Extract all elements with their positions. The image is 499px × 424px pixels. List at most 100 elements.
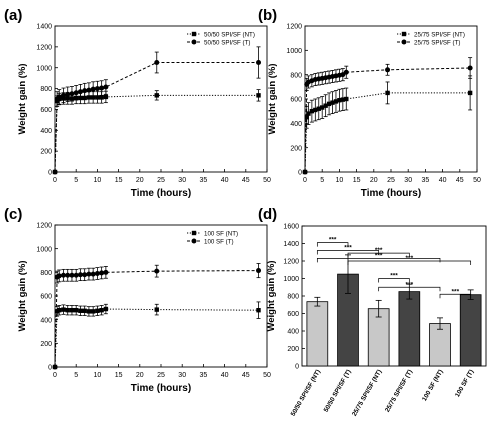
data-point xyxy=(256,60,262,65)
data-point xyxy=(69,308,75,313)
x-tick-label: 0 xyxy=(53,177,57,184)
x-tick-label: 10 xyxy=(336,177,344,184)
data-point xyxy=(94,271,100,277)
data-point xyxy=(154,60,160,65)
x-axis-label: Time (hours) xyxy=(131,383,191,394)
significance-label: *** xyxy=(406,281,414,288)
data-point xyxy=(57,308,62,313)
bar-chart-panel: (d) 0 200 400 600 800 1000 1200 1400 1600 Weight g… xyxy=(258,206,487,418)
x-tick-label: 15 xyxy=(115,372,123,379)
significance-bracket xyxy=(378,278,410,283)
x-tick-label: 35 xyxy=(200,372,208,379)
data-point xyxy=(313,107,318,113)
data-point xyxy=(302,169,308,175)
x-tick-label: 20 xyxy=(136,177,144,184)
legend-label: 50/50 SPI/SF (NT) xyxy=(204,31,255,38)
y-tick-label: 800 xyxy=(287,294,299,301)
x-tick-label: 10 xyxy=(94,372,102,379)
legend-marker xyxy=(191,238,197,244)
panel-label: (b) xyxy=(258,7,277,24)
legend-marker xyxy=(401,31,407,37)
y-axis-label: Weight gain (%) xyxy=(17,63,28,134)
x-tick-label: 15 xyxy=(115,177,123,184)
significance-label: *** xyxy=(406,255,414,262)
legend-label: 25/75 SPI/SF (T) xyxy=(414,39,460,46)
y-tick-label: 200 xyxy=(40,341,52,348)
plot-frame xyxy=(54,224,268,368)
significance-bracket xyxy=(439,293,472,299)
category-label: 25/75 SPI/SF (NT) xyxy=(351,369,383,418)
data-point xyxy=(99,308,104,313)
y-tick-label: 200 xyxy=(287,346,299,353)
x-tick-label: 45 xyxy=(242,177,250,184)
y-tick-label: 800 xyxy=(40,86,52,93)
y-tick-label: 1400 xyxy=(283,241,299,248)
x-tick-label: 40 xyxy=(221,177,229,184)
data-point xyxy=(95,95,100,100)
significance-label: *** xyxy=(375,252,383,259)
data-point xyxy=(320,105,325,110)
legend-marker xyxy=(401,39,407,45)
data-point xyxy=(56,94,62,100)
y-tick-label: 1200 xyxy=(286,24,302,31)
data-point xyxy=(304,115,309,120)
data-point xyxy=(61,307,66,312)
data-point xyxy=(94,86,100,92)
panel-label: (a) xyxy=(4,7,22,24)
y-tick-label: 1400 xyxy=(36,24,52,31)
significance-bracket xyxy=(347,252,410,258)
data-point xyxy=(309,108,315,114)
data-point xyxy=(333,99,339,104)
x-tick-label: 5 xyxy=(74,177,78,184)
x-tick-label: 5 xyxy=(74,372,78,379)
panel-label: (c) xyxy=(4,206,22,223)
data-point xyxy=(60,92,66,98)
data-point xyxy=(74,308,79,313)
data-point xyxy=(306,111,311,116)
data-point xyxy=(69,272,75,278)
x-axis-label: Time (hours) xyxy=(131,188,191,199)
x-tick-label: 50 xyxy=(263,372,271,379)
y-axis-label: Weight gain (%) xyxy=(267,63,278,134)
data-point xyxy=(256,93,261,98)
significance-label: *** xyxy=(390,273,398,280)
data-point xyxy=(256,308,261,313)
panel-label: (d) xyxy=(258,206,277,223)
y-tick-label: 600 xyxy=(290,97,302,104)
legend-marker xyxy=(191,31,197,37)
series-line xyxy=(54,62,259,173)
bar xyxy=(398,291,421,367)
significance-bracket xyxy=(316,250,380,255)
y-axis-label: Weight gain (%) xyxy=(266,260,277,331)
bar xyxy=(429,323,451,367)
series-line xyxy=(54,308,259,368)
x-tick-label: 40 xyxy=(439,177,447,184)
significance-label: *** xyxy=(344,245,352,252)
x-tick-label: 50 xyxy=(473,177,481,184)
data-point xyxy=(90,86,96,92)
data-point xyxy=(154,307,159,312)
data-point xyxy=(90,95,96,100)
data-point xyxy=(73,272,79,278)
data-point xyxy=(154,93,159,98)
y-tick-label: 800 xyxy=(40,270,52,277)
y-tick-label: 0 xyxy=(295,364,299,371)
data-point xyxy=(326,101,332,107)
line-chart-panel: (b) 0 200 400 600 800 1000 1200 0 5 10 15 20 25 30 35 40… xyxy=(258,7,481,199)
legend-label: 100 SF (NT) xyxy=(204,230,238,237)
legend-label: 25/75 SPI/SF (NT) xyxy=(414,31,465,38)
plot-frame xyxy=(304,25,478,173)
significance-bracket xyxy=(378,286,441,292)
significance-label: *** xyxy=(375,247,383,254)
data-point xyxy=(73,90,79,96)
data-point xyxy=(316,106,321,111)
y-tick-label: 1000 xyxy=(286,48,302,55)
data-point xyxy=(82,308,87,313)
y-tick-label: 400 xyxy=(290,121,302,128)
y-tick-label: 1000 xyxy=(36,246,52,253)
data-point xyxy=(82,272,88,278)
x-tick-label: 45 xyxy=(242,372,250,379)
category-label: 100 SF (NT) xyxy=(421,369,445,403)
x-tick-label: 20 xyxy=(370,177,378,184)
